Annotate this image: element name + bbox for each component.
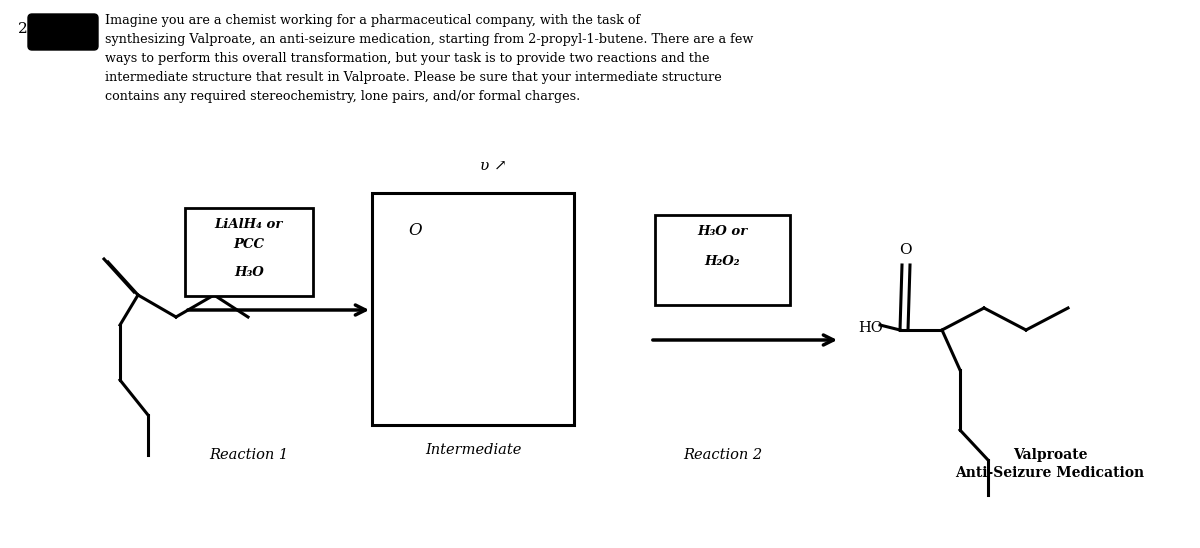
Bar — [372, 193, 574, 425]
Text: Imagine you are a chemist working for a pharmaceutical company, with the task of: Imagine you are a chemist working for a … — [106, 14, 754, 103]
Bar — [185, 208, 313, 296]
Text: 2.: 2. — [18, 22, 32, 36]
FancyBboxPatch shape — [28, 14, 98, 50]
Text: HO: HO — [858, 321, 883, 335]
Text: Reaction 2: Reaction 2 — [683, 448, 762, 462]
Bar — [655, 215, 790, 305]
Text: H₂O₂: H₂O₂ — [704, 255, 740, 268]
Text: Reaction 1: Reaction 1 — [210, 448, 288, 462]
Text: Valproate
Anti-Seizure Medication: Valproate Anti-Seizure Medication — [955, 448, 1145, 481]
Text: O: O — [408, 222, 422, 239]
Text: H₃O or: H₃O or — [697, 225, 748, 238]
Text: PCC: PCC — [234, 238, 264, 251]
Text: O: O — [899, 243, 911, 257]
Text: Intermediate: Intermediate — [425, 443, 521, 457]
Text: H₃O: H₃O — [234, 266, 264, 279]
Text: LiAlH₄ or: LiAlH₄ or — [215, 218, 283, 231]
Text: υ ↗: υ ↗ — [480, 159, 506, 173]
